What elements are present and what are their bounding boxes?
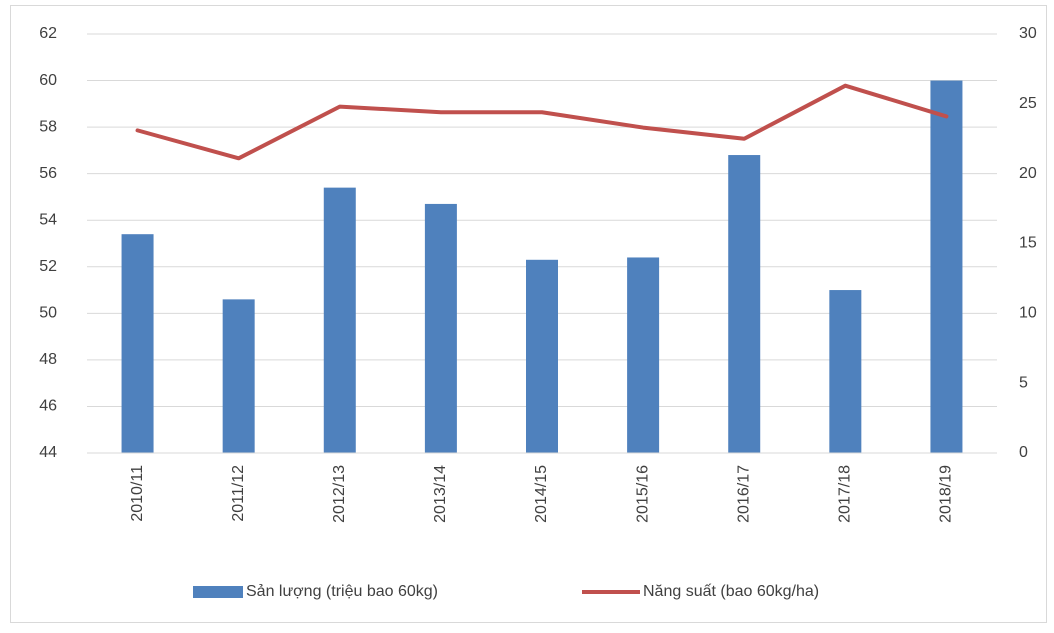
legend-swatch [193,586,243,598]
y2-tick-label: 30 [1019,25,1037,42]
bar [627,257,660,453]
y-tick-label: 44 [39,444,57,461]
y-tick-label: 52 [39,258,57,275]
y-tick-label: 56 [39,165,57,182]
bar [424,203,457,453]
bar [222,299,255,453]
bar [930,80,963,454]
x-tick-label: 2011/12 [230,465,247,522]
bar [121,234,154,453]
y2-tick-label: 0 [1019,444,1028,461]
x-tick-label: 2018/19 [938,465,955,523]
legend-label: Sản lượng (triệu bao 60kg) [246,583,438,600]
x-tick-label: 2012/13 [331,465,348,523]
x-tick-label: 2014/15 [533,465,550,523]
y2-tick-label: 15 [1019,235,1037,252]
y-tick-label: 48 [39,351,57,368]
bar [323,187,356,453]
bar [526,259,558,453]
x-tick-label: 2015/16 [634,465,651,523]
y-tick-label: 58 [39,118,57,135]
bar [728,155,761,454]
line [135,83,949,161]
y2-tick-label: 10 [1019,305,1037,322]
y-tick-label: 46 [39,398,57,415]
y-tick-label: 54 [39,211,57,228]
legend-label: Năng suất (bao 60kg/ha) [643,583,819,600]
x-tick-label: 2016/17 [735,465,752,523]
x-tick-label: 2010/11 [129,465,146,522]
y-tick-label: 50 [39,305,57,322]
bar [829,290,862,453]
y-tick-label: 62 [39,25,57,42]
y2-tick-label: 20 [1019,165,1037,182]
y2-tick-label: 5 [1019,374,1028,391]
y2-tick-label: 25 [1019,95,1037,112]
y-tick-label: 60 [39,72,57,89]
x-tick-label: 2013/14 [432,465,449,523]
x-tick-label: 2017/18 [837,465,854,523]
